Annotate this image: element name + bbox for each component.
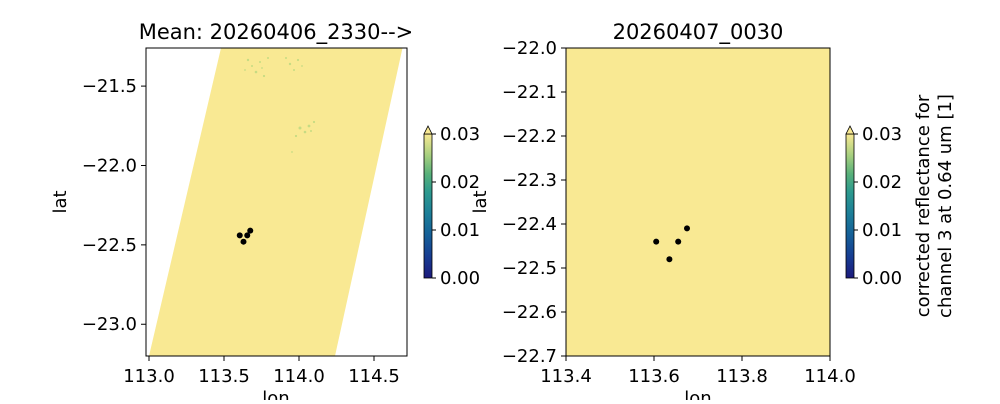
y-tick-label: −22.5 <box>82 235 137 256</box>
data-point <box>666 256 673 263</box>
axes-frame <box>565 47 831 357</box>
y-tick-label: −22.5 <box>502 258 557 279</box>
data-point <box>247 227 254 234</box>
x-tick-label: 114.0 <box>273 366 325 387</box>
x-tick-label: 113.6 <box>628 366 680 387</box>
swath-polygon <box>149 48 403 356</box>
x-tick-label: 114.5 <box>348 366 400 387</box>
axes-frame <box>145 47 408 357</box>
y-tick-label: −22.0 <box>502 38 557 59</box>
axis-ticks: 113.0 113.5 114.0 114.5 −21.5 −22.0 −22.5 −23.0 <box>82 76 400 387</box>
swath-fill <box>566 48 830 356</box>
data-point <box>653 238 660 245</box>
y-tick-label: −23.0 <box>82 314 137 335</box>
axis-ticks: 113.4 113.6 113.8 114.0 −22.0 −22.1 −22.2 −22.3… <box>502 38 856 387</box>
x-tick-label: 113.8 <box>716 366 768 387</box>
colorbar-tick-label: 0.03 <box>440 124 480 145</box>
data-point <box>236 232 243 239</box>
colorbar-tick-label: 0.02 <box>440 172 480 193</box>
colorbar-tick-label: 0.02 <box>862 172 902 193</box>
marker-group <box>236 227 254 245</box>
colorbar-extend-arrow <box>845 125 855 135</box>
data-point <box>244 232 251 239</box>
marker-group <box>653 225 690 263</box>
swath-texture <box>244 57 316 153</box>
colorbar-tick-label: 0.03 <box>862 124 902 145</box>
y-tick-label: −22.7 <box>502 346 557 367</box>
colorbar-label-line-1: corrected reflectance for <box>913 94 934 317</box>
colorbar-label-line-2: channel 3 at 0.64 um [1] <box>935 94 956 318</box>
colorbar-ticks: 0.00 0.01 0.02 0.03 <box>432 124 480 289</box>
x-axis-label: lon <box>684 388 711 400</box>
panel-1: Mean: 20260406_2330--> 113.0 113.5 114.0 11… <box>50 20 480 404</box>
data-point <box>684 225 690 232</box>
y-tick-label: −21.5 <box>82 76 137 97</box>
colorbar: 0.00 0.01 0.02 0.03 <box>423 124 480 289</box>
colorbar-tick-label: 0.00 <box>862 268 902 289</box>
colorbar-ticks: 0.00 0.01 0.02 0.03 <box>854 124 902 289</box>
colorbar-tick-label: 0.01 <box>862 220 902 241</box>
colorbar-tick-label: 0.00 <box>440 268 480 289</box>
y-tick-label: −22.0 <box>82 155 137 176</box>
y-tick-label: −22.4 <box>502 214 557 235</box>
colorbar-gradient <box>423 133 433 279</box>
panel-2: 20260407_0030 113.4 113.6 113.8 114.0 −22.0 −… <box>470 20 956 404</box>
colorbar-extend-arrow <box>423 125 433 135</box>
x-tick-label: 113.5 <box>198 366 250 387</box>
data-point <box>675 238 682 245</box>
y-tick-label: −22.2 <box>502 126 557 147</box>
data-point <box>240 238 247 245</box>
x-tick-label: 113.0 <box>123 366 175 387</box>
y-tick-label: −22.3 <box>502 170 557 191</box>
colorbar-tick-label: 0.01 <box>440 220 480 241</box>
y-axis-label: lat <box>470 190 491 213</box>
panel-2-title: 20260407_0030 <box>613 20 784 45</box>
colorbar-gradient <box>845 133 855 279</box>
panel-1-title: Mean: 20260406_2330--> <box>139 20 414 45</box>
x-axis-label: lon <box>262 388 289 400</box>
x-tick-label: 114.0 <box>804 366 856 387</box>
colorbar: 0.00 0.01 0.02 0.03 corrected reflectance f… <box>845 94 956 318</box>
y-tick-label: −22.1 <box>502 82 557 103</box>
y-axis-label: lat <box>50 190 71 213</box>
x-tick-label: 113.4 <box>540 366 592 387</box>
y-tick-label: −22.6 <box>502 302 557 323</box>
